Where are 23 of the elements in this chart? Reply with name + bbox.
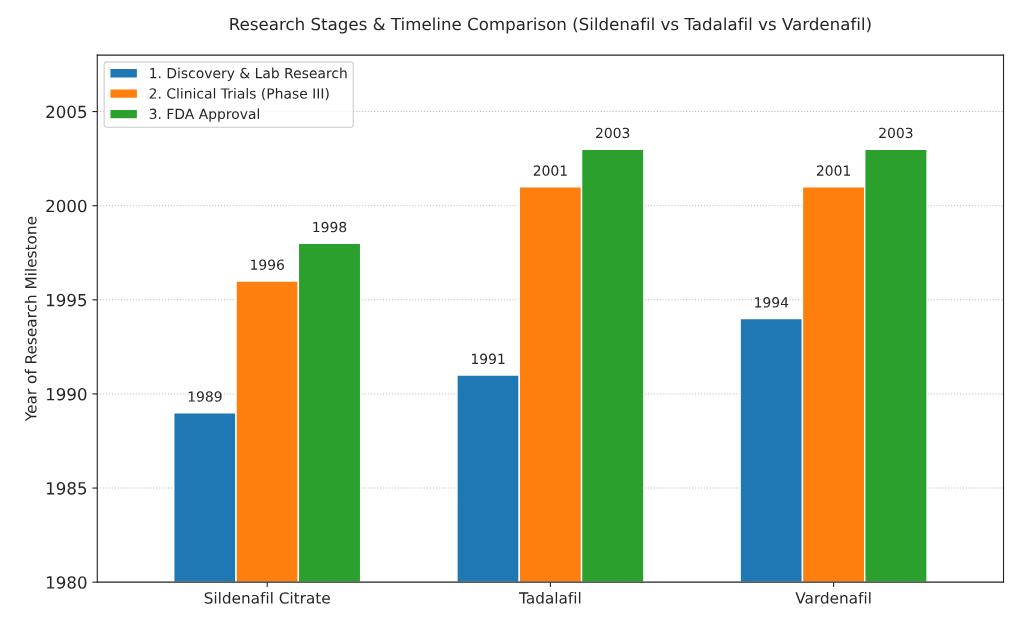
y-tick-label: 1990 <box>46 387 87 401</box>
data-label: 1989 <box>188 391 222 402</box>
data-label: 1991 <box>471 353 505 365</box>
data-label: 1998 <box>313 221 347 233</box>
data-label: 2001 <box>533 165 567 176</box>
data-label: 2001 <box>816 165 850 176</box>
data-label: 2003 <box>596 127 630 139</box>
x-tick-label: Tadalafil <box>519 591 581 604</box>
data-label: 1996 <box>251 259 284 270</box>
y-tick-label: 1980 <box>46 576 87 589</box>
y-tick-label: 2005 <box>46 105 87 119</box>
y-tick-label: 2000 <box>46 199 87 213</box>
y-axis-title: Year of Research Milestone <box>24 216 37 422</box>
x-tick-label: Sildenafil Citrate <box>204 591 330 604</box>
legend-label: 3. FDA Approval <box>149 108 260 122</box>
data-label: 1994 <box>755 297 789 308</box>
legend-label: 1. Discovery & Lab Research <box>150 67 347 82</box>
legend-label: 2. Clinical Trials (Phase III) <box>149 87 329 101</box>
y-tick-label: 1995 <box>46 293 87 307</box>
y-tick-label: 1985 <box>46 482 87 495</box>
chart-title: Research Stages & Timeline Comparison (Sildenafil vs Tadalafil vs Vardenafil) <box>230 17 871 34</box>
data-label: 2003 <box>879 127 913 139</box>
x-tick-label: Vardenafil <box>795 591 871 604</box>
